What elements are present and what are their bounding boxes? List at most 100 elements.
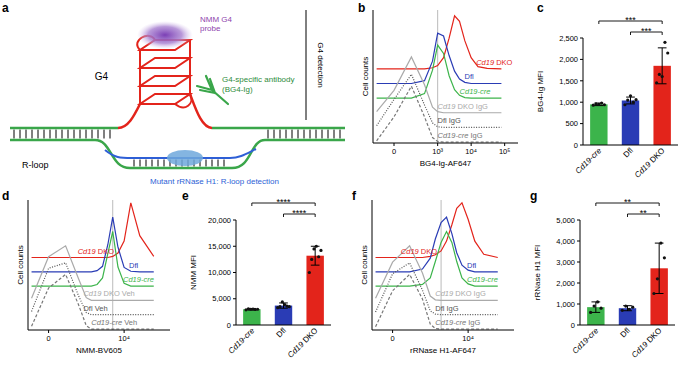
category-label: Dfl xyxy=(622,146,635,159)
text-span: Cd19 xyxy=(438,102,457,111)
base-pair xyxy=(68,130,69,139)
y-tick xyxy=(580,145,583,146)
significance-label: *** xyxy=(625,15,636,25)
data-point xyxy=(659,242,662,245)
data-point xyxy=(624,305,627,308)
data-point xyxy=(666,51,669,54)
data-point xyxy=(603,103,606,106)
base-pair xyxy=(14,130,15,139)
curve-label: Cd19 DKO IgG xyxy=(435,289,486,298)
bar xyxy=(590,104,607,145)
diagram: aNMM G4probeG4G4-specific antibody(BG4-I… xyxy=(2,1,345,186)
base-pair xyxy=(298,130,299,139)
text-span: Cd19-cre xyxy=(435,318,466,327)
text-span: DKO xyxy=(299,326,319,346)
data-point xyxy=(632,101,635,104)
histogram-panel: dCd19 DKODflCd19-creCd19 DKO VehDfl VehC… xyxy=(2,189,170,355)
data-point xyxy=(596,300,599,303)
antibody-label: G4-specific antibody xyxy=(222,75,294,84)
text-span: IgG xyxy=(466,318,480,327)
significance-label: **** xyxy=(292,208,307,218)
text-span: Cd19-cre xyxy=(123,275,154,284)
base-pair xyxy=(218,160,219,167)
histogram-curve xyxy=(32,246,154,301)
text-span: Dfl xyxy=(465,72,475,81)
probe-label: NMM G4 xyxy=(200,15,233,24)
x-axis xyxy=(373,143,518,144)
y-tick-label: 5,000 xyxy=(212,294,231,303)
text-span: Cd19-cre xyxy=(438,131,469,140)
y-tick-label: 4,000 xyxy=(556,237,575,246)
text-span: Cd19 xyxy=(435,289,454,298)
panel-label: g xyxy=(530,189,537,203)
y-tick-label: 5,000 xyxy=(556,216,575,225)
y-tick-label: 20,000 xyxy=(208,216,231,225)
histogram-curve xyxy=(32,203,154,258)
histogram-curve xyxy=(377,57,502,113)
base-pair xyxy=(334,130,335,139)
y-tick xyxy=(233,272,236,273)
y-tick-label: 1,500 xyxy=(559,77,578,86)
y-axis xyxy=(372,200,373,330)
histogram-curve xyxy=(376,274,498,329)
y-axis-title: Cell counts xyxy=(16,245,25,285)
text-span: Cd19-cre xyxy=(91,318,122,327)
curve-label: Dfl xyxy=(467,261,477,270)
data-point xyxy=(308,271,311,274)
x-axis-title: rRNase H1-AF647 xyxy=(410,346,476,355)
base-pair xyxy=(274,130,275,139)
data-point xyxy=(631,306,634,309)
curve-label: Cd19 DKO xyxy=(401,247,437,256)
text-span: DKO xyxy=(419,247,438,256)
x-axis xyxy=(580,325,675,326)
category-label: Cd19-cre xyxy=(574,146,604,176)
base-pair xyxy=(164,160,165,167)
y-axis-title: BG4-Ig MFI xyxy=(536,71,545,112)
data-point xyxy=(317,255,320,258)
rloop-detection-label: Mutant rRNase H1: R-loop detection xyxy=(150,177,279,186)
data-point xyxy=(655,81,658,84)
text-span: Cd19-cre xyxy=(227,326,257,356)
data-point xyxy=(663,256,666,259)
text-span: DKO IgG xyxy=(453,289,486,298)
y-tick xyxy=(580,102,583,103)
data-point xyxy=(661,75,664,78)
y-tick-label: 0 xyxy=(574,141,578,150)
bar xyxy=(622,100,639,145)
text-span: Dfl IgG xyxy=(438,116,462,125)
data-point xyxy=(597,103,600,106)
x-tick-label: 10⁴ xyxy=(462,334,474,343)
histogram-curve xyxy=(32,232,154,287)
histogram-curve xyxy=(377,33,502,83)
data-point xyxy=(652,292,655,295)
data-point xyxy=(594,102,597,105)
y-tick xyxy=(233,298,236,299)
y-tick xyxy=(577,241,580,242)
curve-label: Cd19-cre IgG xyxy=(435,318,480,327)
histogram-curve xyxy=(376,232,498,287)
y-tick xyxy=(577,304,580,305)
x-tick-label: 0 xyxy=(46,334,50,343)
rloop-label: R-loop xyxy=(22,160,49,170)
error-bar xyxy=(591,302,600,313)
x-axis xyxy=(583,145,678,146)
base-pair xyxy=(212,160,213,167)
curves xyxy=(376,203,498,329)
y-tick xyxy=(577,262,580,263)
marks xyxy=(587,242,668,326)
curve-labels: Cd19 DKODflCd19-creCd19 DKO IgGDfl IgGCd… xyxy=(438,58,513,140)
curve-label: Cd19-cre IgG xyxy=(438,131,483,140)
error-bar xyxy=(311,246,320,265)
base-pair xyxy=(286,130,287,139)
significance-label: **** xyxy=(276,197,291,207)
y-tick-label: 2,000 xyxy=(559,55,578,64)
histogram-curve xyxy=(32,263,154,315)
base-pair xyxy=(310,130,311,139)
y-tick-label: 15,000 xyxy=(208,242,231,251)
data-point xyxy=(288,305,291,308)
y-tick-label: 1,000 xyxy=(556,300,575,309)
data-point xyxy=(278,305,281,308)
x-axis xyxy=(28,330,170,331)
curve-label: Cd19 DKO Veh xyxy=(83,289,134,298)
curve-label: Cd19-cre xyxy=(467,275,498,284)
